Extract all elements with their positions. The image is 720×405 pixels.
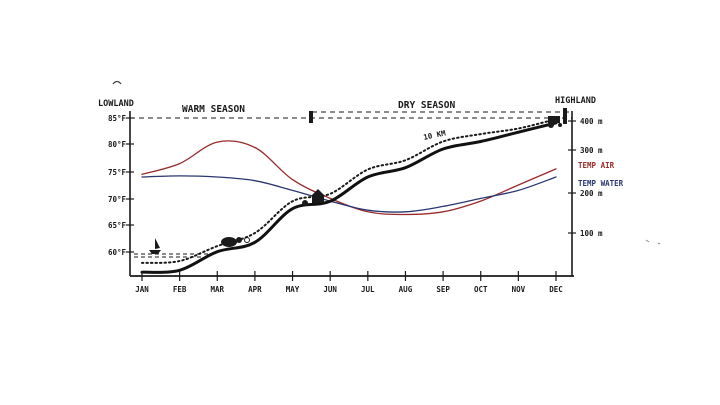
month-label-apr: APR xyxy=(248,285,262,294)
turtle-icon xyxy=(221,237,250,247)
boat-icon xyxy=(149,238,161,254)
month-label-aug: AUG xyxy=(399,285,413,294)
series-line-temp-water xyxy=(141,175,557,213)
season-divider-mark xyxy=(309,111,313,123)
y-left-tick-80: 80°F xyxy=(108,140,127,149)
warm-season-label: WARM SEASON xyxy=(182,104,245,115)
series-line-temp-air xyxy=(141,140,557,216)
month-label-sep: SEP xyxy=(436,285,450,294)
highland-label: HIGHLAND xyxy=(555,96,596,106)
legend-temp-air: TEMP AIR xyxy=(578,161,615,170)
y-left-tick-75: 75°F xyxy=(108,168,127,177)
month-label-jun: JUN xyxy=(323,285,337,294)
month-label-mar: MAR xyxy=(210,285,224,294)
y-right-tick-200: 200 m xyxy=(580,189,603,198)
stray-mark-2 xyxy=(645,239,661,245)
y-left-tick-65: 65°F xyxy=(108,221,127,230)
elevation-dotted-line xyxy=(141,118,557,264)
y-right-tick-400: 400 m xyxy=(580,117,603,126)
month-label-oct: OCT xyxy=(474,285,488,294)
house-icon xyxy=(302,189,325,206)
left-ticks xyxy=(126,117,134,253)
distance-annotation: 10 KM xyxy=(423,128,447,142)
y-left-tick-85: 85°F xyxy=(108,114,127,123)
month-label-nov: NOV xyxy=(512,285,526,294)
month-label-jul: JUL xyxy=(361,285,375,294)
month-label-dec: DEC xyxy=(549,285,563,294)
month-label-jan: JAN xyxy=(135,285,149,294)
elevation-line xyxy=(140,121,558,274)
lowland-label: LOWLAND xyxy=(98,99,134,109)
y-right-tick-300: 300 m xyxy=(580,146,603,155)
legend-temp-water: TEMP WATER xyxy=(578,179,624,188)
tractor-icon xyxy=(548,108,567,128)
dry-season-label: DRY SEASON xyxy=(398,100,455,111)
y-left-tick-60: 60°F xyxy=(108,248,127,257)
month-label-feb: FEB xyxy=(173,285,187,294)
y-left-tick-70: 70°F xyxy=(108,195,127,204)
y-right-tick-100: 100 m xyxy=(580,229,603,238)
month-label-may: MAY xyxy=(286,285,300,294)
stray-mark xyxy=(112,80,122,85)
right-ticks xyxy=(568,120,576,234)
